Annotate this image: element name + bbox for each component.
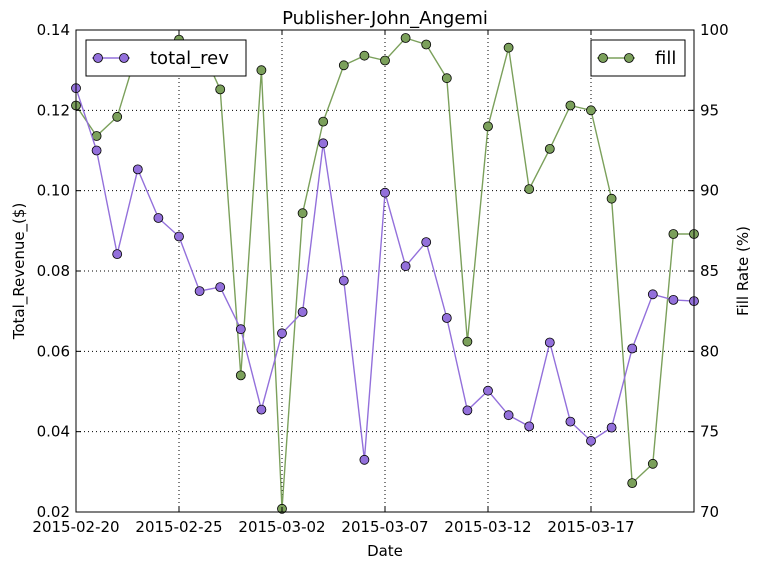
legend-fill: fill (590, 39, 686, 77)
x-tick-label: 2015-03-12 (444, 518, 531, 536)
total-rev-point (112, 249, 123, 260)
total-rev-point (441, 313, 452, 323)
chart-title: Publisher-John_Angemi (282, 8, 488, 29)
y-tick-label-right: 70 (700, 503, 719, 521)
total-rev-point (132, 164, 143, 175)
fill-point (235, 370, 246, 381)
fill-point (586, 105, 596, 116)
legend-marker-total-rev-2 (119, 53, 129, 63)
y-tick-label-left: 0.06 (37, 342, 70, 360)
fill-point (112, 111, 123, 122)
y-tick-label-left: 0.04 (37, 423, 70, 441)
fill-point (441, 73, 452, 84)
fill-point (359, 50, 370, 61)
total-rev-point (277, 328, 287, 339)
y-axis-label-left: Total_Revenue_($) (10, 203, 29, 341)
x-tick-label: 2015-03-02 (238, 518, 325, 536)
fill-point (483, 121, 493, 132)
total-rev-point (627, 343, 638, 354)
legend-label-fill: fill (655, 48, 676, 69)
fill-point (524, 184, 535, 195)
total-rev-point (400, 261, 411, 272)
x-axis-label: Date (367, 542, 403, 560)
total-rev-point (215, 282, 226, 293)
total-rev-point (256, 404, 267, 415)
total-rev-point (338, 275, 349, 286)
legend-marker-fill-2 (624, 53, 634, 63)
total-rev-point (647, 289, 658, 300)
legend-label-total-rev: total_rev (150, 48, 229, 69)
y-tick-label-left: 0.10 (37, 182, 70, 200)
total-rev-point (586, 435, 596, 446)
total-rev-point (194, 286, 205, 297)
fill-point (565, 100, 576, 111)
total-rev-point (668, 294, 679, 305)
fill-point (400, 33, 411, 43)
fill-point (318, 116, 329, 127)
total-rev-point (359, 454, 370, 465)
axis-ticks: 0.02 0.04 0.06 0.08 0.10 0.12 0.14 70 75 80 85 90 95… (32, 21, 728, 536)
fill-point (668, 229, 679, 239)
y-tick-label-right: 95 (700, 101, 719, 119)
y-tick-label-right: 75 (700, 423, 719, 441)
fill-point (380, 55, 390, 66)
y-tick-label-left: 0.02 (37, 503, 70, 521)
x-tick-label: 2015-03-07 (341, 518, 428, 536)
total-rev-point (91, 145, 102, 156)
legend-marker-total-rev (93, 53, 103, 63)
fill-point (256, 65, 267, 76)
legend-total-rev: total_rev (85, 39, 247, 77)
fill-point (647, 458, 658, 469)
x-tick-label: 2015-02-25 (135, 518, 222, 536)
total-rev-point (421, 237, 432, 248)
x-tick-label: 2015-02-20 (32, 518, 119, 536)
fill-point (338, 60, 349, 71)
legend-marker-fill (598, 53, 608, 63)
fill-point (421, 39, 432, 50)
total-rev-point (483, 385, 493, 396)
total-rev-point (380, 187, 390, 198)
y-tick-label-left: 0.08 (37, 262, 70, 280)
fill-point (297, 208, 308, 219)
y-tick-label-right: 100 (700, 21, 729, 39)
total-rev-point (318, 138, 329, 149)
total-rev-point (606, 422, 617, 433)
total-rev-point (174, 231, 184, 242)
y-tick-label-left: 0.14 (37, 21, 70, 39)
total-rev-point (524, 421, 535, 432)
fill-point (462, 336, 473, 347)
fill-point (544, 143, 555, 154)
y-tick-label-right: 85 (700, 262, 719, 280)
y-tick-label-right: 80 (700, 342, 719, 360)
total-rev-series (71, 83, 699, 465)
total-rev-point (235, 324, 246, 335)
fill-point (606, 193, 617, 204)
y-tick-label-left: 0.12 (37, 101, 70, 119)
total-rev-point (153, 213, 164, 223)
x-tick-label: 2015-03-17 (547, 518, 634, 536)
total-rev-point (462, 405, 473, 416)
y-axis-label-right: Fill Rate (%) (734, 226, 752, 316)
fill-point (627, 478, 638, 489)
total-rev-point (544, 337, 555, 348)
fill-point (503, 42, 514, 53)
total-rev-point (297, 307, 308, 317)
fill-point (215, 84, 226, 95)
total-rev-point (503, 410, 514, 421)
total-rev-point (565, 416, 576, 427)
y-tick-label-right: 90 (700, 182, 719, 200)
